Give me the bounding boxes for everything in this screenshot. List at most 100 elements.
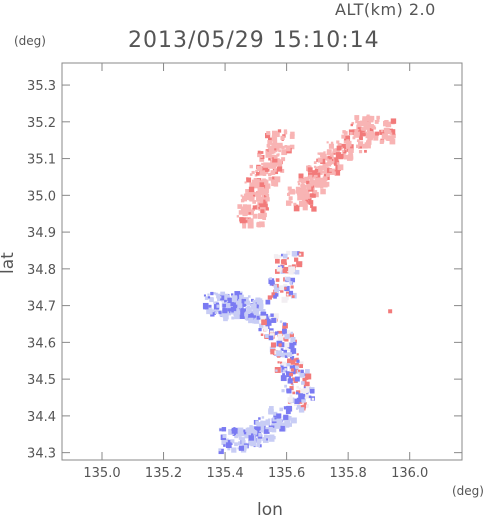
- y-tick-label: 34.7: [27, 300, 56, 315]
- echo-pixel: [283, 284, 288, 289]
- echo-pixel: [354, 115, 360, 120]
- echo-pixel: [385, 120, 388, 123]
- echo-pixel: [320, 185, 324, 189]
- y-unit-label: (deg): [14, 34, 46, 48]
- echo-pixel: [304, 177, 309, 182]
- echo-pixel: [257, 190, 263, 196]
- echo-pixel: [302, 388, 308, 394]
- echo-pixel: [249, 173, 253, 176]
- echo-pixel: [242, 204, 248, 209]
- echo-pixel: [242, 224, 247, 229]
- echo-pixel: [297, 182, 301, 186]
- echo-pixel: [366, 129, 370, 133]
- echo-pixel: [238, 445, 244, 451]
- echo-pixel: [244, 209, 247, 213]
- echo-pixel: [287, 406, 291, 410]
- echo-pixel: [286, 250, 291, 256]
- echo-pixel: [210, 291, 214, 296]
- echo-pixel: [204, 296, 209, 300]
- echo-pixel: [268, 157, 271, 161]
- echo-pixel: [367, 127, 370, 131]
- echo-pixel: [356, 124, 362, 130]
- echo-pixel: [215, 308, 219, 313]
- echo-pixel: [239, 217, 244, 222]
- echo-pixel: [285, 352, 289, 356]
- echo-pixel: [304, 195, 309, 200]
- echo-pixel: [230, 439, 235, 444]
- echo-pixel: [305, 369, 310, 374]
- echo-pixel: [261, 319, 267, 326]
- echo-pixel: [257, 221, 262, 227]
- echo-pixel: [285, 423, 290, 428]
- echo-pixel: [280, 265, 284, 269]
- echo-pixel: [270, 313, 274, 317]
- echo-pixel: [261, 203, 268, 210]
- echo-pixel: [302, 190, 307, 195]
- echo-pixel: [278, 254, 282, 259]
- echo-pixel: [277, 153, 280, 156]
- echo-pixel: [291, 251, 298, 257]
- x-tick-label: 136.0: [391, 466, 428, 481]
- echo-pixel: [358, 144, 363, 149]
- echo-pixel: [276, 148, 280, 151]
- echo-pixel: [250, 303, 257, 310]
- echo-pixel: [305, 382, 309, 386]
- echo-pixel: [278, 159, 282, 163]
- echo-pixel: [262, 166, 268, 172]
- echo-pixel: [282, 369, 286, 373]
- echo-pixel: [264, 195, 267, 198]
- echo-pixel: [315, 174, 318, 177]
- echo-pixel: [281, 253, 284, 257]
- echo-pixel: [256, 443, 260, 447]
- echo-pixel: [286, 277, 291, 282]
- echo-pixel: [231, 316, 235, 320]
- echo-pixel: [376, 115, 380, 120]
- echo-pixel: [290, 359, 296, 365]
- echo-pixel: [295, 391, 299, 395]
- echo-pixel: [255, 169, 259, 173]
- echo-pixel: [254, 179, 260, 185]
- echo-pixel: [319, 165, 324, 171]
- echo-pixel: [379, 129, 385, 135]
- echo-pixel: [236, 310, 241, 315]
- x-tick-label: 135.6: [268, 466, 305, 481]
- echo-pixel: [281, 363, 284, 366]
- echo-pixel: [309, 388, 315, 394]
- echo-pixel: [363, 123, 369, 129]
- echo-pixel: [286, 388, 292, 394]
- echo-pixel: [279, 285, 285, 291]
- echo-pixel: [274, 293, 279, 297]
- echo-pixel: [336, 162, 340, 165]
- echo-pixel: [357, 127, 363, 132]
- echo-pixel: [270, 342, 277, 348]
- echo-pixel: [351, 121, 355, 125]
- echo-pixel: [338, 165, 341, 168]
- echo-pixel: [258, 423, 265, 430]
- echo-pixel: [240, 312, 245, 317]
- echo-pixel: [213, 301, 216, 304]
- echo-pixel: [278, 343, 282, 347]
- echo-pixel: [298, 173, 304, 179]
- echo-pixel: [288, 342, 295, 349]
- echo-pixel: [297, 369, 301, 372]
- echo-pixel: [285, 346, 291, 352]
- echo-pixel: [337, 142, 342, 147]
- echo-pixel: [268, 137, 273, 142]
- echo-pixel: [224, 299, 227, 303]
- echo-pixel: [248, 435, 254, 441]
- echo-pixel: [245, 217, 251, 224]
- echo-pixel: [376, 119, 380, 122]
- echo-pixel: [248, 310, 251, 313]
- echo-pixel: [261, 416, 265, 419]
- echo-pixel: [332, 151, 336, 155]
- echo-pixel: [270, 148, 276, 154]
- echo-pixel: [305, 373, 312, 380]
- echo-pixel: [268, 315, 271, 318]
- echo-pixel: [368, 134, 374, 140]
- echo-pixel: [328, 156, 334, 162]
- echo-pixel: [244, 181, 247, 184]
- echo-pixel: [343, 154, 349, 160]
- echo-pixel: [375, 131, 380, 136]
- echo-pixel: [207, 293, 210, 296]
- echo-pixel: [259, 323, 264, 328]
